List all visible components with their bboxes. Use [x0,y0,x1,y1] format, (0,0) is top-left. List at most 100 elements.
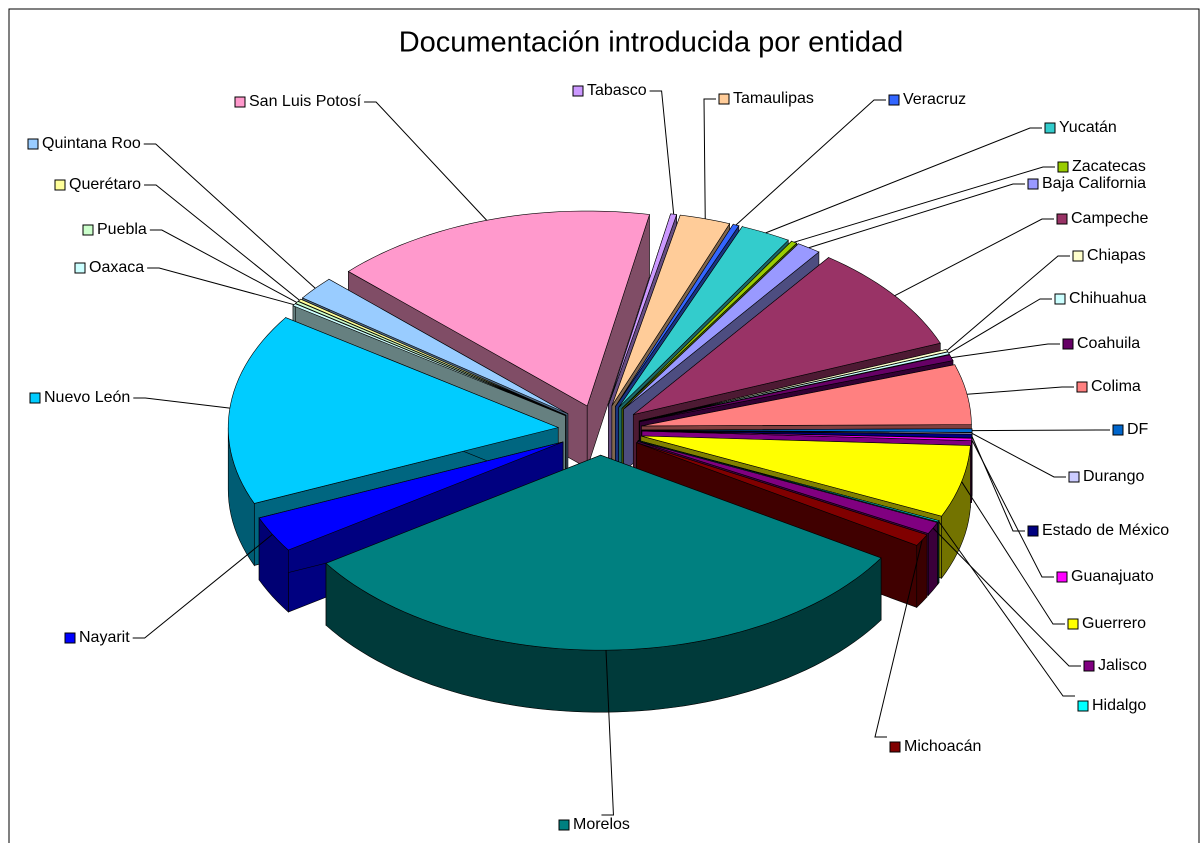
legend-swatch [572,85,584,97]
legend-swatch [1027,178,1039,190]
legend-swatch [888,94,900,106]
chart-border [8,8,1200,843]
slice-label: San Luis Potosí [249,93,362,110]
slice [638,440,940,523]
legend-swatch [82,224,94,236]
slice-label: Chiapas [1087,247,1146,264]
slice-label: Tabasco [587,82,647,99]
legend-swatch [1062,338,1074,350]
slice-label: DF [1127,421,1149,438]
legend-swatch [1112,424,1124,436]
legend-swatch [29,392,41,404]
leader-line [735,99,886,226]
leader-line [971,429,1110,432]
leader-line [967,386,1074,395]
leader-line [144,184,300,301]
leader-line [703,98,716,219]
slice-label: Querétaro [69,176,141,193]
leader-line [149,229,298,303]
slice-label: Morelos [573,816,630,833]
slice-side [937,519,940,585]
slice-label: Guerrero [1082,615,1146,632]
leader-line [971,439,1054,578]
legend-swatch [1067,618,1079,630]
slice [639,351,950,422]
leader-line [946,255,1070,351]
slice [641,430,973,439]
legend-swatch [718,93,730,105]
legend-swatch [234,96,246,108]
slice-label: Nuevo León [44,389,130,406]
legend-swatch [1072,250,1084,262]
slice [641,364,972,427]
leader-line [938,520,1075,697]
leader-line [948,298,1052,354]
slice [639,349,949,422]
leader-line [874,540,923,738]
leader-line [951,343,1060,359]
legend-swatch [1027,525,1039,537]
legend-swatch [1057,161,1069,173]
legend-swatch [889,741,901,753]
slice-label: Durango [1083,468,1144,485]
slice-label: Hidalgo [1092,697,1146,714]
slice-label: Estado de México [1042,522,1169,539]
slice-label: Oaxaca [89,259,144,276]
legend-swatch [64,632,76,644]
leader-line [971,432,1066,478]
leader-line [143,143,316,289]
legend-swatch [1044,122,1056,134]
chart-title: Documentación introducida por entidad [399,27,904,59]
slice [641,430,973,435]
slice-label: Nayarit [79,629,130,646]
slice [611,214,731,406]
legend-swatch [1068,471,1080,483]
leader-line [961,481,1065,625]
slice-label: Jalisco [1098,657,1147,674]
slice-label: Coahuila [1077,335,1140,352]
leader-line [894,218,1054,297]
legend-swatch [27,138,39,150]
legend-swatch [1054,293,1066,305]
leader-line [932,527,1081,667]
legend-swatch [1076,381,1088,393]
slice [641,430,973,442]
slice-side [916,534,928,609]
leader-line [765,127,1042,234]
slice-label: Zacatecas [1072,158,1146,175]
legend-swatch [54,179,66,191]
slice [347,210,650,407]
leader-line [364,101,488,221]
slice-label: Campeche [1071,210,1148,227]
slice [640,435,971,517]
slice [258,441,564,551]
legend-swatch [1077,700,1089,712]
slice [633,257,941,415]
legend-swatch [74,262,86,274]
legend-swatch [558,819,570,831]
slice-label: Guanajuato [1071,568,1154,585]
slice-label: Colima [1091,378,1141,395]
leader-line [794,166,1055,243]
slice [292,303,566,416]
slice [325,454,882,651]
slice [623,243,820,410]
leader-line [132,533,273,639]
leader-line [649,90,675,215]
slice-label: Puebla [97,221,147,238]
slice-label: Baja California [1042,175,1146,192]
leader-line [133,397,230,409]
legend-swatch [1056,213,1068,225]
slice-label: Chihuahua [1069,290,1147,307]
slice-label: Michoacán [904,738,981,755]
slice [295,301,566,416]
leader-line [601,650,614,816]
slice-side [928,521,938,597]
slice-label: Quintana Roo [42,135,141,152]
slice-label: Tamaulipas [733,90,814,107]
slice [227,317,560,504]
slice-label: Veracruz [903,91,966,108]
legend-swatch [1056,571,1068,583]
leader-line [147,267,295,306]
legend-swatch [1083,660,1095,672]
